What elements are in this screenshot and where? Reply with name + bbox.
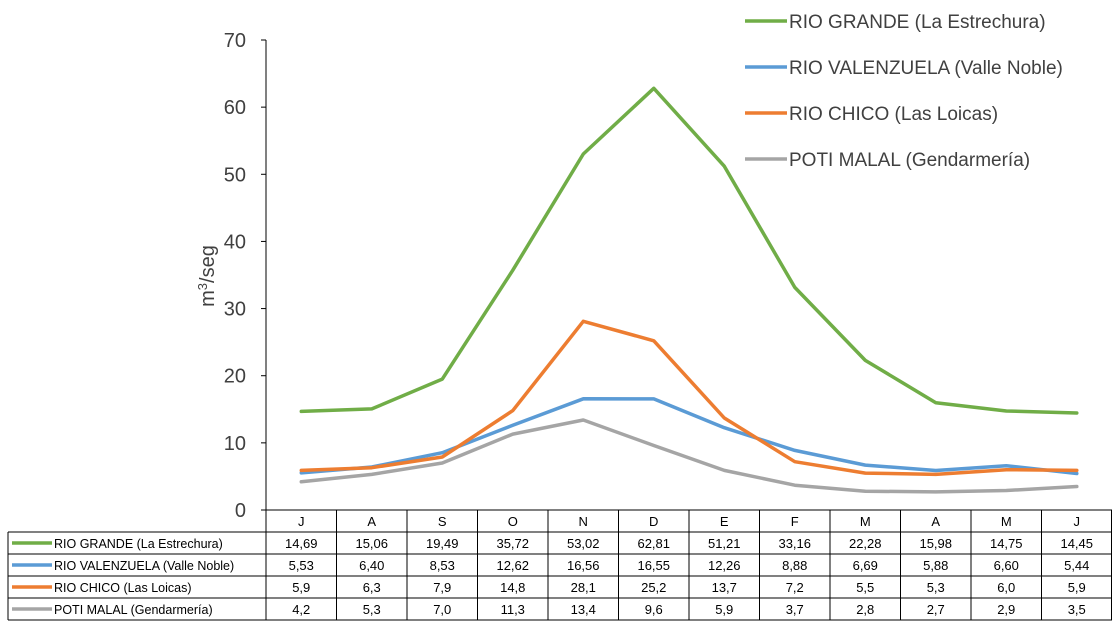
data-table: J A S O N D E F M A M J RIO GRANDE (La Estrechura) 14… (7, 509, 1112, 621)
data-label: 2,7 (927, 602, 945, 617)
data-label: 33,16 (778, 536, 811, 551)
data-label: 5,9 (715, 602, 733, 617)
data-label: 6,69 (853, 558, 878, 573)
data-label: 13,4 (571, 602, 596, 617)
x-category-label: J (1074, 514, 1081, 529)
y-axis-title: m3/seg (195, 245, 220, 307)
data-label: 16,56 (567, 558, 600, 573)
legend: RIO GRANDE (La Estrechura) RIO VALENZUELA… (745, 12, 1063, 171)
data-label: 8,53 (430, 558, 455, 573)
data-label: 7,0 (433, 602, 451, 617)
series-line-rio-grande-la-estrechura (299, 86, 1079, 415)
data-label: 16,55 (637, 558, 670, 573)
x-category-label: D (649, 514, 658, 529)
y-tick-label: 10 (224, 433, 246, 455)
data-label: 5,44 (1064, 558, 1089, 573)
data-label: 62,81 (637, 536, 670, 551)
legend-label: RIO GRANDE (La Estrechura) (789, 12, 1046, 33)
data-label: 14,45 (1060, 536, 1093, 551)
table-series-label: RIO CHICO (Las Loicas) (54, 581, 192, 595)
data-label: 2,9 (997, 602, 1015, 617)
data-label: 6,0 (997, 580, 1015, 595)
data-label: 9,6 (645, 602, 663, 617)
data-label: 15,98 (919, 536, 952, 551)
data-label: 14,8 (500, 580, 525, 595)
x-category-label: J (298, 514, 305, 529)
y-tick-label: 40 (224, 231, 246, 253)
series-line-rio-valenzuela-valle-noble (299, 397, 1079, 476)
data-label: 7,9 (433, 580, 451, 595)
data-label: 11,3 (501, 602, 525, 617)
data-label: 2,8 (856, 602, 874, 617)
data-label: 14,69 (285, 536, 318, 551)
data-label: 6,3 (363, 580, 381, 595)
legend-label: RIO VALENZUELA (Valle Noble) (789, 58, 1063, 79)
data-label: 15,06 (355, 536, 388, 551)
data-label: 35,72 (496, 536, 529, 551)
data-label: 5,9 (1068, 580, 1086, 595)
x-category-label: N (579, 514, 588, 529)
data-label: 5,3 (363, 602, 381, 617)
data-label: 5,5 (856, 580, 874, 595)
y-tick-label: 30 (224, 299, 246, 321)
data-label: 5,3 (927, 580, 945, 595)
legend-label: POTI MALAL (Gendarmería) (789, 150, 1030, 171)
series-line-rio-chico-las-loicas (299, 319, 1079, 477)
x-category-label: M (1001, 514, 1012, 529)
data-label: 5,88 (923, 558, 948, 573)
data-label: 4,2 (292, 602, 310, 617)
data-label: 3,7 (786, 602, 804, 617)
table-series-label: RIO GRANDE (La Estrechura) (54, 537, 223, 551)
data-label: 3,5 (1068, 602, 1086, 617)
x-category-label: A (931, 514, 940, 529)
data-label: 8,88 (782, 558, 807, 573)
y-tick-label: 0 (235, 500, 246, 522)
data-label: 53,02 (567, 536, 600, 551)
data-label: 14,75 (990, 536, 1023, 551)
data-label: 28,1 (571, 580, 596, 595)
x-category-label: F (791, 514, 799, 529)
table-series-label: RIO VALENZUELA (Valle Noble) (54, 559, 234, 573)
y-tick-label: 70 (224, 30, 246, 52)
data-label: 12,62 (496, 558, 529, 573)
x-category-label: M (860, 514, 871, 529)
series-line-poti-malal-gendarmeria (299, 418, 1079, 494)
x-category-label: A (367, 514, 376, 529)
data-label: 5,53 (289, 558, 314, 573)
y-tick-label: 20 (224, 366, 246, 388)
data-label: 5,9 (292, 580, 310, 595)
y-tick-label: 50 (224, 164, 246, 186)
data-label: 12,26 (708, 558, 741, 573)
x-category-label: S (438, 514, 447, 529)
data-label: 7,2 (786, 580, 804, 595)
data-label: 13,7 (712, 580, 737, 595)
data-label: 19,49 (426, 536, 459, 551)
y-axis: 0 10 20 30 40 50 60 70 (224, 30, 267, 522)
data-label: 25,2 (641, 580, 666, 595)
table-series-label: POTI MALAL (Gendarmería) (54, 603, 213, 617)
x-category-label: E (720, 514, 729, 529)
x-category-label: O (508, 514, 518, 529)
data-label: 6,40 (359, 558, 384, 573)
plot-area (299, 86, 1079, 494)
legend-label: RIO CHICO (Las Loicas) (789, 104, 998, 125)
data-label: 6,60 (994, 558, 1019, 573)
y-tick-label: 60 (224, 97, 246, 119)
data-label: 22,28 (849, 536, 882, 551)
data-label: 51,21 (708, 536, 741, 551)
